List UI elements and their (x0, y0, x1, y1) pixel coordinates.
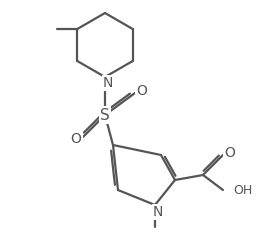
Text: O: O (70, 132, 81, 146)
Text: N: N (103, 76, 113, 90)
Text: OH: OH (233, 184, 252, 196)
Text: O: O (225, 146, 235, 160)
Text: O: O (137, 84, 147, 98)
Text: N: N (153, 205, 163, 219)
Text: S: S (100, 108, 110, 122)
